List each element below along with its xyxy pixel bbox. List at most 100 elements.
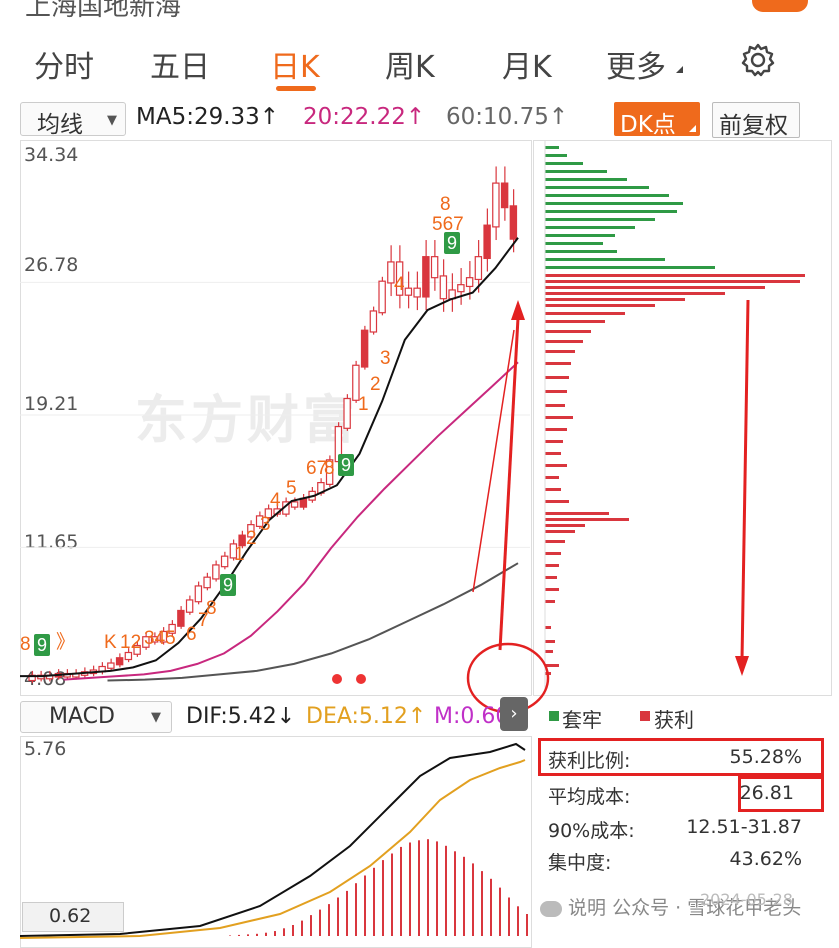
td-signal-label: 4 [394,274,405,295]
chip-profit-bar [545,664,559,667]
kline-chart-frame [20,140,532,696]
chip-profit-bar [545,330,591,333]
tab-weekly-k[interactable]: 周K [385,50,435,85]
td-signal-label: K [104,632,117,653]
candle-body [150,636,159,643]
chip-profit-bar [545,340,583,343]
td-signal-text: 2 [370,374,381,395]
indicator-select-label: 均线 [37,112,83,138]
chip-profit-bar [545,576,557,579]
indicator-select[interactable]: 均线 ▼ [20,102,126,138]
tab-monthly-k[interactable]: 月K [502,50,552,85]
chip-profit-bar [545,280,800,283]
chip-profit-bar [545,298,685,301]
td-signal-text: 1 [234,544,245,565]
candle-body [439,275,448,300]
tab-daily-k[interactable]: 日K [270,50,320,85]
forward-adjust-button[interactable]: 前复权 [712,102,800,139]
chip-profit-bar [545,530,575,533]
period-tabs: 分时 五日 日K 周K 月K 更多 [0,30,839,92]
macd-collapse-handle[interactable]: › [500,697,528,731]
td-signal-text: 12 [120,632,141,653]
gear-icon[interactable] [740,42,776,78]
td-signal-text: 9 [223,575,233,595]
ma5-value: MA5:29.33↑ [136,104,280,130]
candle-body [238,534,246,547]
chip-profit-bar [545,452,561,455]
footer-watermark-text: 说明 公众号 · 雪球花甲老头 [568,897,802,919]
td-signal-text: 345 [144,628,176,649]
tab-five-day[interactable]: 五日 [150,50,210,85]
header-toggle[interactable] [752,0,808,12]
ma5-line [20,237,519,678]
td-signal-text: 67 [306,458,327,479]
forward-adjust-label: 前复权 [719,113,788,139]
concentration-value: 43.62% [729,848,802,870]
chip-trapped-bar [545,218,655,221]
chip-profit-bar [545,626,551,629]
td-signal-text: 2 [246,528,257,549]
td-signal-text: 7 [198,610,209,631]
td-signal-label: 》 [56,631,75,653]
chip-profit-bar [545,464,567,467]
candle-body [142,636,150,648]
dea-line [20,759,526,939]
chip-trapped-bar [545,146,559,149]
tab-more[interactable]: 更多 [606,50,666,85]
dk-point-label: DK点 [620,112,676,138]
avg-cost-highlight [738,776,824,812]
td-signal-text: 567 [432,214,464,235]
candle-body [115,657,124,666]
avg-cost-value: 26.81 [739,782,794,804]
ma20-value: 20:22.22↑ [303,104,426,130]
td-signal-text: 9 [37,635,47,655]
macd-axis-top: 5.76 [24,738,67,760]
td-signal-text: 8 [440,194,451,215]
chip-trapped-bar [545,162,583,165]
td-signal-text: 6 [186,624,197,645]
chip-distribution-chart [544,140,805,694]
candle-body [220,555,229,568]
active-tab-indicator [276,86,316,91]
chip-trapped-bar [545,234,615,237]
price-axis-top: 34.34 [24,144,79,166]
chip-trapped-bar [545,154,567,157]
chip-profit-bar [545,320,605,323]
legend-trapped-label: 套牢 [562,708,602,732]
dk-point-button[interactable]: DK点 [614,102,700,138]
chip-profit-bar [545,518,629,521]
annotation-arrow-up [498,317,520,651]
candle-body [264,508,273,519]
candle-body [422,256,430,298]
signal-dot [356,674,366,684]
candle-body [255,515,264,527]
chip-profit-bar [545,440,563,443]
macd-select[interactable]: MACD ▼ [20,701,172,733]
chip-profit-bar [545,362,571,365]
footer-date: 2024-05-28 [700,890,793,909]
chip-trapped-bar [545,226,635,229]
candle-body [509,205,518,240]
td-signal-label: 1 [234,544,245,565]
candle-body [343,397,351,429]
chip-profit-bar [545,390,567,393]
td-signal-label: 2 [370,374,381,395]
tab-intraday[interactable]: 分时 [34,50,94,85]
legend-profit-swatch [640,711,650,721]
chip-profit-bar [545,304,655,307]
avg-cost-label: 平均成本: [548,786,631,808]
macd-chart [20,742,528,939]
candle-body [177,609,185,627]
candle-body [369,310,378,333]
macd-select-label: MACD [49,704,115,729]
candle-body [430,256,439,279]
legend-profit-label: 获利 [654,708,694,732]
td-signal-text: K [104,632,117,653]
chip-profit-bar [545,600,555,603]
stock-name-header: 上海国地新海 [25,0,182,22]
td-signal-text: 》 [56,631,75,653]
chip-profit-bar [545,350,575,353]
candle-body [404,287,413,296]
